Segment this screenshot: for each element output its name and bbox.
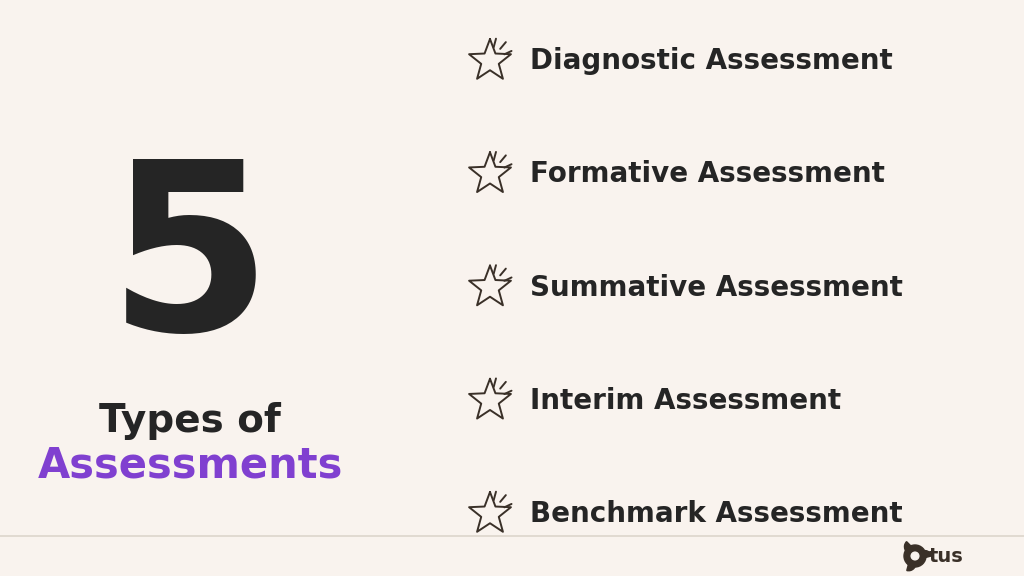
Text: 5: 5 <box>108 152 272 380</box>
Text: Summative Assessment: Summative Assessment <box>530 274 903 301</box>
Text: Interim Assessment: Interim Assessment <box>530 386 841 415</box>
Circle shape <box>911 552 919 560</box>
Text: tus: tus <box>929 547 964 566</box>
Circle shape <box>904 545 926 567</box>
Wedge shape <box>919 551 932 558</box>
Text: Types of: Types of <box>99 402 281 440</box>
Wedge shape <box>904 541 911 554</box>
Text: Diagnostic Assessment: Diagnostic Assessment <box>530 47 893 75</box>
Wedge shape <box>907 560 915 571</box>
Text: Formative Assessment: Formative Assessment <box>530 160 885 188</box>
Text: Benchmark Assessment: Benchmark Assessment <box>530 500 902 528</box>
Text: Assessments: Assessments <box>37 445 343 487</box>
